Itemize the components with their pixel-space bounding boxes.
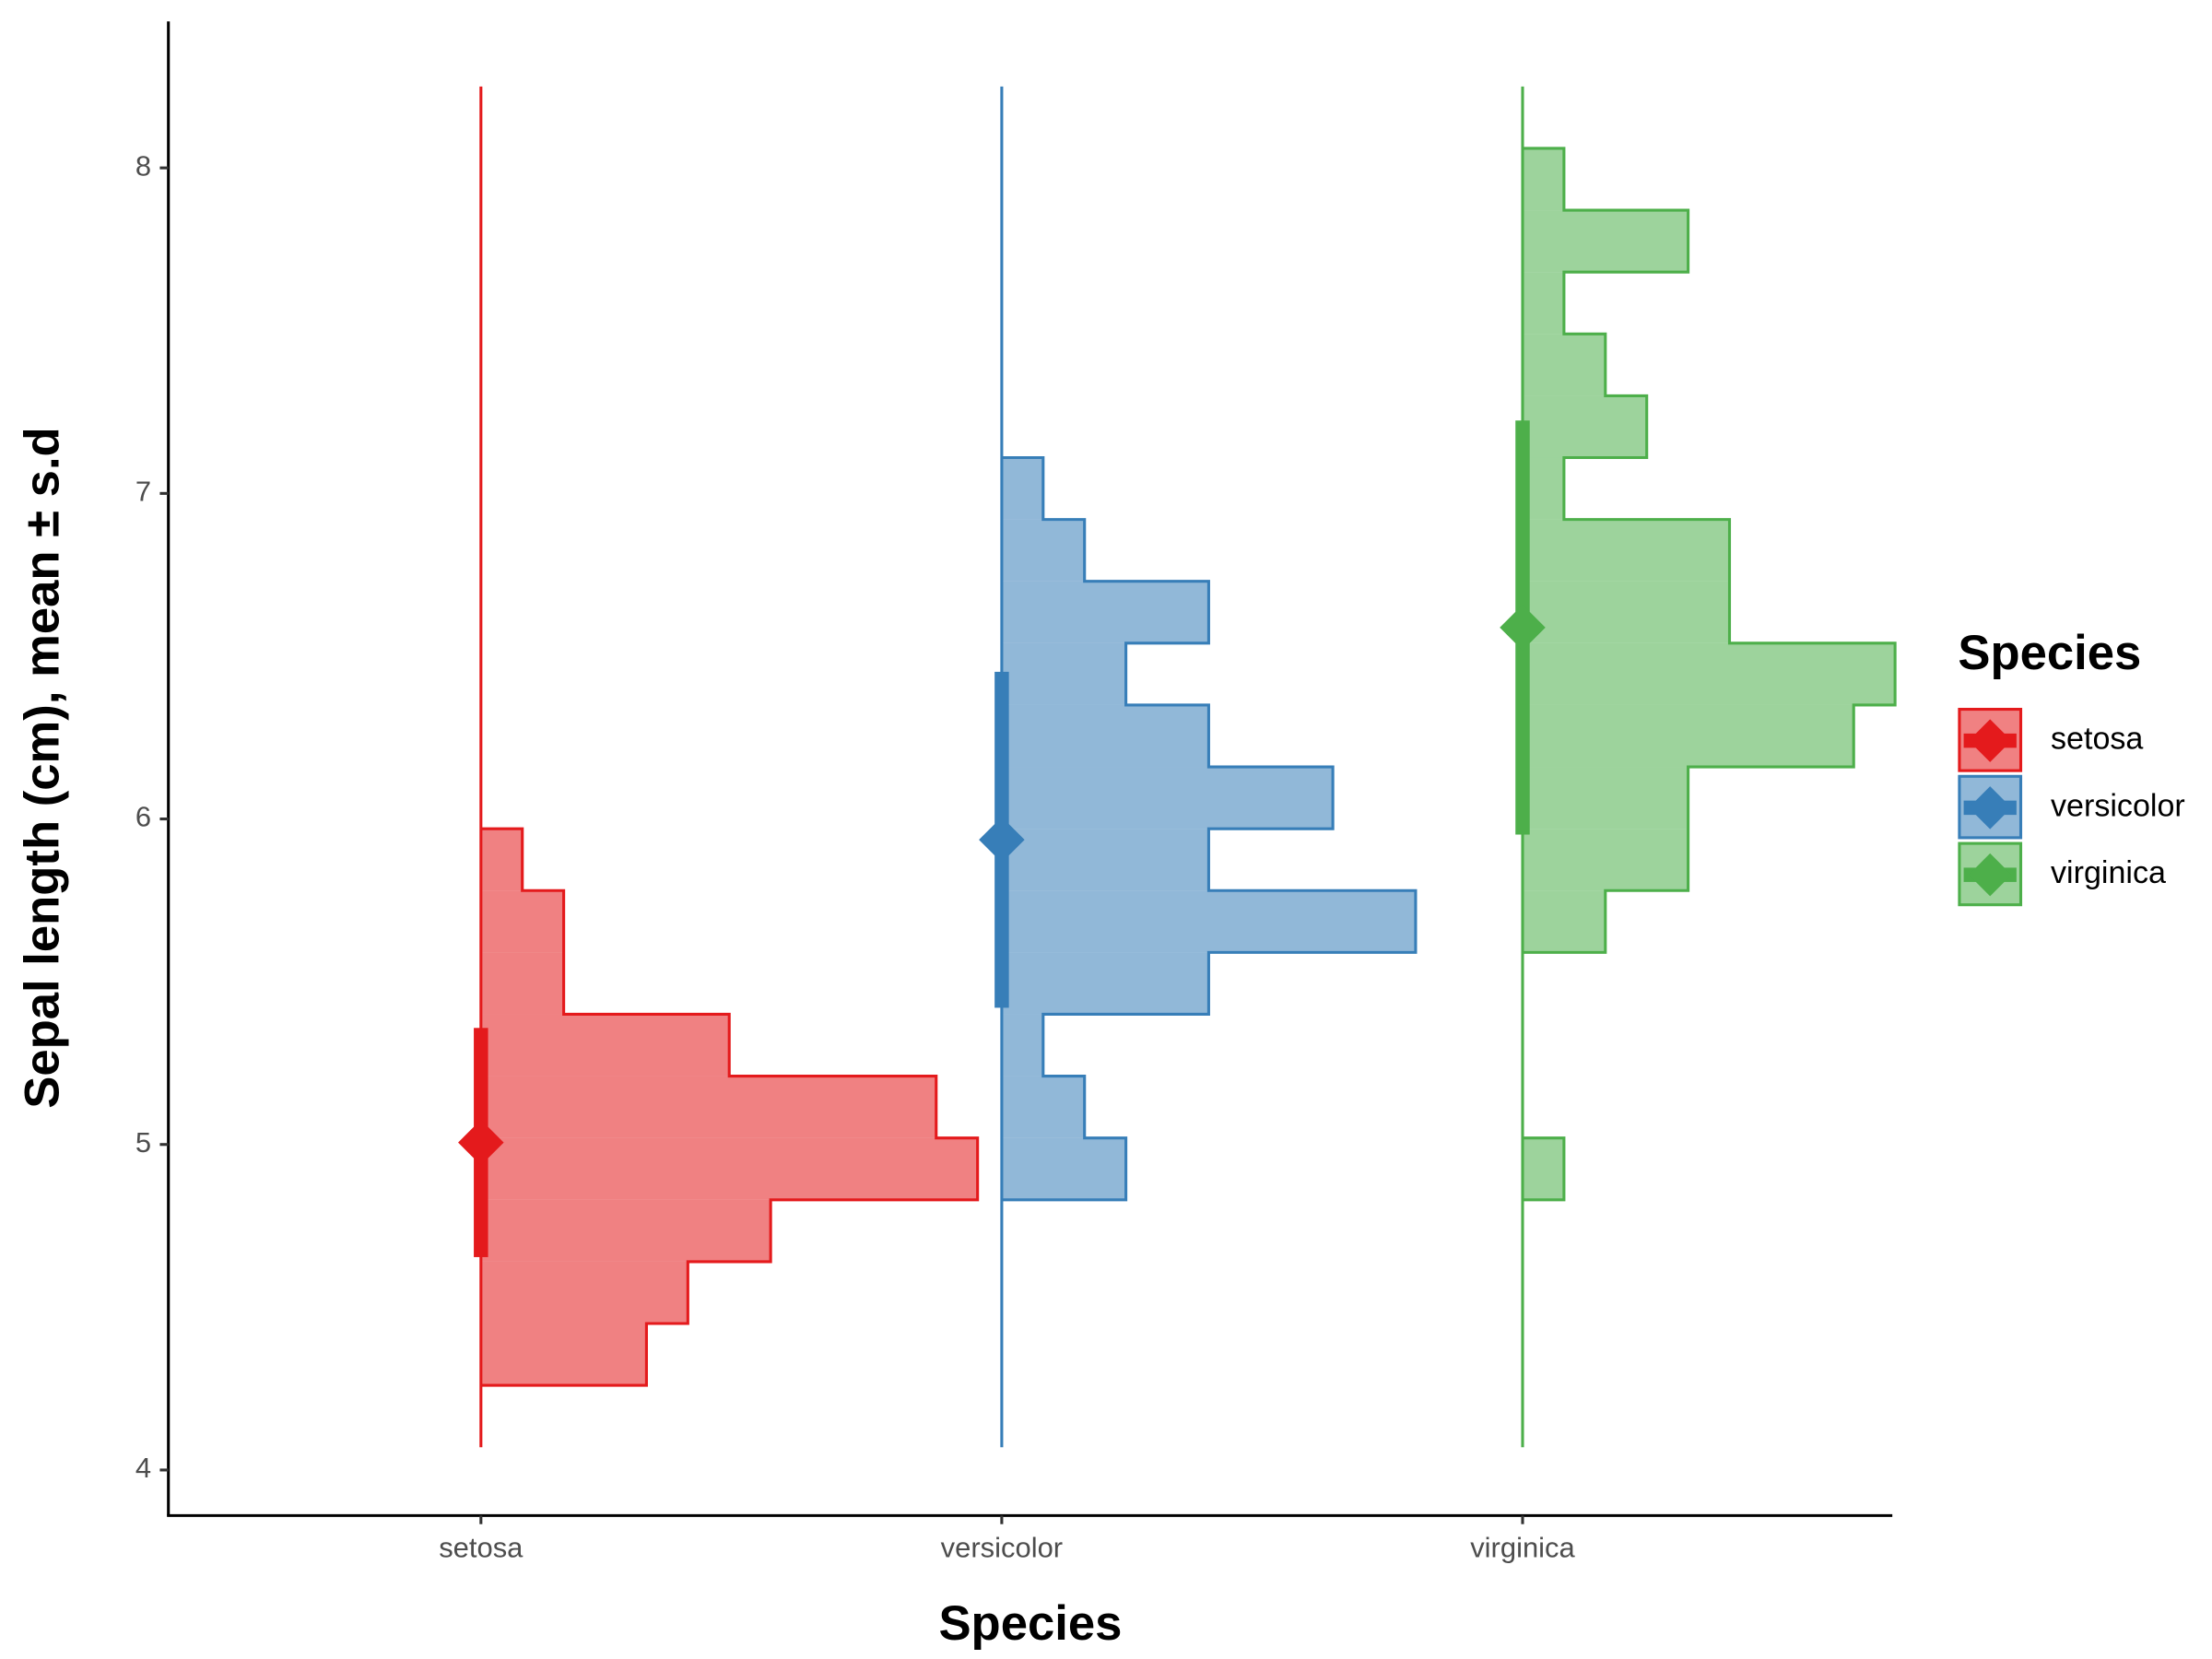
bin-bar [480,1014,730,1077]
bin-bar [480,1137,978,1200]
bin-bar [1522,829,1688,891]
bin-bar [1522,642,1896,705]
bin-bar [1001,457,1043,520]
bin-bar [1522,147,1564,211]
x-tick-label: virginica [1470,1532,1575,1564]
bin-bar [480,1261,688,1324]
bin-bar [1522,704,1854,768]
x-tick-label: setosa [439,1532,524,1564]
bin-bar [1522,581,1730,643]
bin-bar [480,1199,771,1262]
bin-bar [1522,890,1606,953]
histogram-outline [479,86,980,1448]
bin-bar [1001,704,1209,768]
legend-label: virginica [2051,855,2166,890]
y-tick-label: 4 [135,1452,151,1484]
bin-bar [1522,767,1688,830]
y-axis-title: Sepal length (cm), mean ± s.d [15,427,69,1108]
bin-bar [480,829,523,891]
y-tick-label: 7 [135,476,151,508]
bin-bar [1522,210,1688,273]
y-tick-label: 8 [135,149,151,182]
bin-bar [480,1076,936,1138]
bin-bar [1001,952,1209,1015]
bin-bar [1001,1076,1085,1138]
bin-bar [480,890,564,953]
bin-bar [1001,1014,1043,1077]
legend-title: Species [1958,626,2141,680]
bin-bar [1001,519,1085,582]
bin-bar [1522,334,1606,396]
y-tick-label: 5 [135,1126,151,1159]
x-tick-label: versicolor [941,1532,1063,1564]
bin-bar [1522,519,1730,582]
mean-point [458,1119,504,1166]
legend-label: setosa [2051,722,2143,757]
bin-bar [1001,642,1126,705]
x-axis-title: Species [938,1596,1122,1651]
bin-bar [480,952,564,1015]
bin-bar [1522,1137,1564,1200]
bin-bar [1001,1137,1126,1200]
bin-bar [1522,272,1564,335]
y-tick-label: 6 [135,801,151,833]
mean-point [979,817,1025,863]
histogram-outline [1000,86,1418,1448]
mean-point [1500,605,1546,651]
bin-bar [1522,395,1647,458]
bin-bar [480,1324,647,1386]
bin-bar [1001,829,1209,891]
legend-label: versicolor [2051,788,2185,823]
bin-bar [1001,767,1334,830]
bin-bar [1001,581,1209,643]
bin-bar [1001,890,1416,953]
histogram-outline [1521,86,1897,1448]
